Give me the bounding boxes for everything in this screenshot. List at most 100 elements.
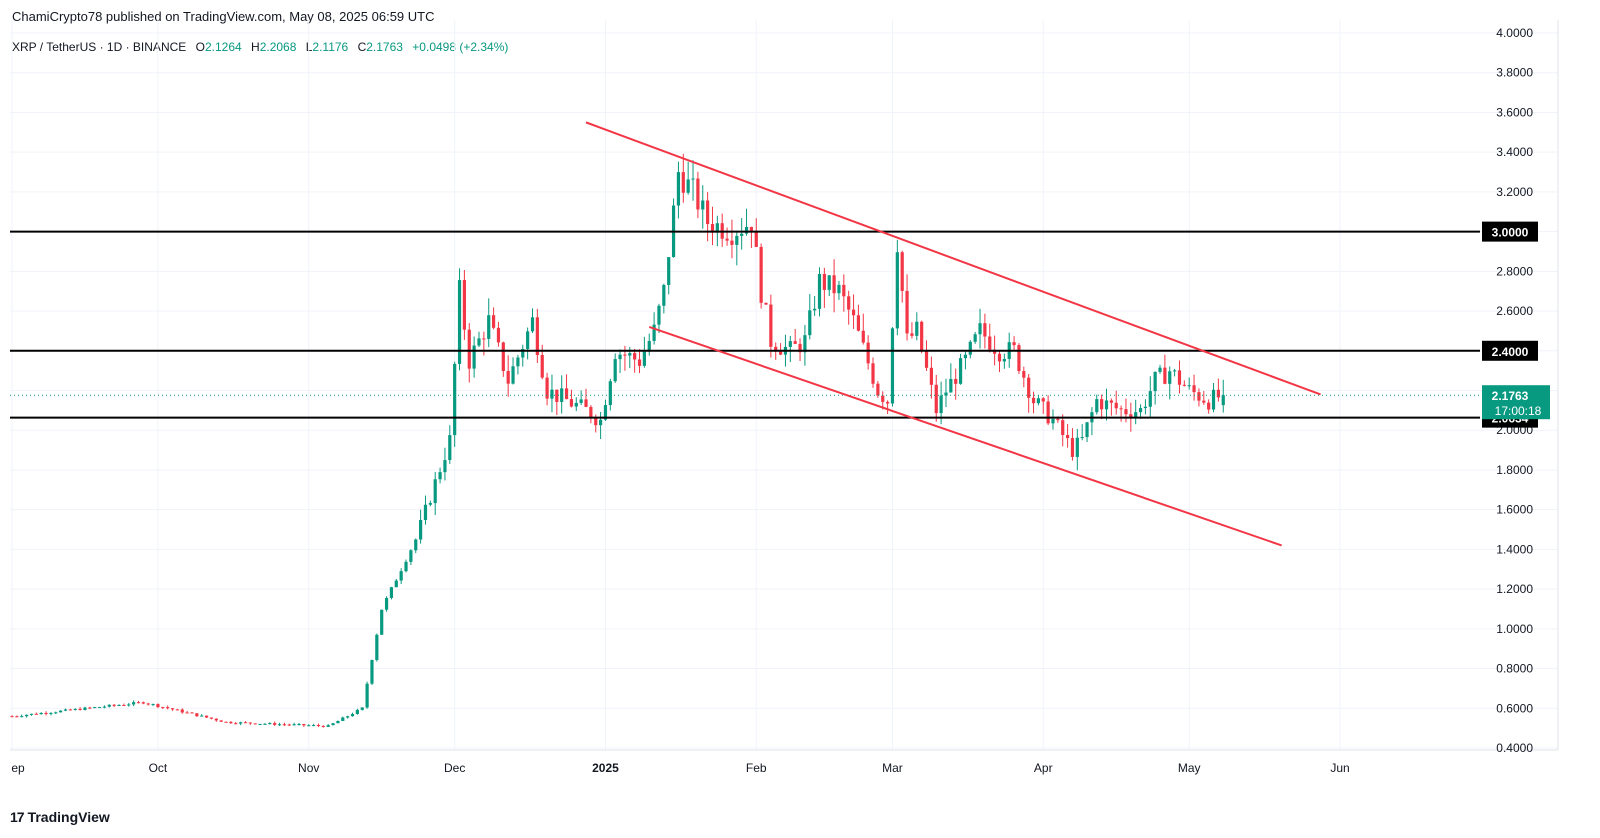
y-tick-label: 0.4000 <box>1496 741 1533 755</box>
candle-body <box>798 343 802 353</box>
candle-body <box>132 702 136 705</box>
candle-body <box>253 723 257 725</box>
x-tick-label: Apr <box>1034 761 1053 775</box>
candle-body <box>341 717 345 721</box>
candle-body <box>934 384 938 414</box>
level-tag-text: 2.4000 <box>1492 345 1529 359</box>
candle-body <box>1031 397 1036 404</box>
candle-body <box>102 706 107 708</box>
candle-body <box>521 348 525 358</box>
candle-body <box>628 353 632 356</box>
candle-body <box>793 341 797 344</box>
candle-body <box>817 273 822 309</box>
grid <box>10 20 1558 750</box>
publisher-credit: ChamiCrypto78 published on TradingView.c… <box>12 9 435 24</box>
candle-body <box>462 280 466 330</box>
level-tag <box>1482 340 1538 361</box>
x-tick-label: 2025 <box>592 761 619 775</box>
candle-body <box>1036 398 1041 404</box>
candle-body <box>560 388 564 402</box>
candle-body <box>642 351 646 366</box>
candle-body <box>506 370 510 384</box>
candle-body <box>647 340 651 352</box>
candle-body <box>623 354 627 356</box>
candle-body <box>511 366 515 384</box>
candle-body <box>457 280 462 364</box>
candle-body <box>715 223 719 233</box>
open-value: 2.1264 <box>204 40 242 54</box>
candle-body <box>248 722 252 724</box>
candle-body <box>735 235 739 245</box>
candle-body <box>954 378 958 384</box>
candle-body <box>491 315 496 328</box>
current-price-value: 2.1763 <box>1492 389 1529 403</box>
candle-body <box>662 284 666 306</box>
candle-body <box>355 709 359 714</box>
candle-body <box>365 683 369 708</box>
candle-body <box>895 252 899 329</box>
candle-body <box>1187 385 1191 387</box>
candle-body <box>890 328 895 404</box>
close-value: 2.1763 <box>366 40 403 54</box>
candle-body <box>686 179 690 193</box>
y-tick-label: 3.4000 <box>1496 145 1533 159</box>
y-tick-label: 1.2000 <box>1496 582 1533 596</box>
candle-body <box>842 284 846 297</box>
candle-body <box>1002 358 1006 362</box>
high-label: H <box>251 40 260 54</box>
candle-body <box>229 721 233 724</box>
candle-body <box>1177 370 1182 385</box>
candle-body <box>905 290 909 334</box>
candle-body <box>404 561 408 572</box>
candle-body <box>1017 345 1021 372</box>
candle-body <box>195 713 199 717</box>
candle-body <box>268 723 272 725</box>
candle-body <box>389 587 394 598</box>
candle-body <box>774 346 778 352</box>
candle-body <box>1221 395 1225 406</box>
x-tick-label: May <box>1178 761 1201 775</box>
candle-body <box>282 724 287 726</box>
candle-body <box>1192 385 1196 393</box>
candle-body <box>375 634 379 661</box>
time-axis[interactable]: ep Oct Nov Dec 2025 Feb Mar Apr May Jun <box>11 761 1349 775</box>
candle-body <box>1202 400 1206 403</box>
candle-body <box>764 302 768 305</box>
candle-body <box>287 724 291 726</box>
y-tick-label: 2.8000 <box>1496 264 1533 278</box>
x-tick-label: Mar <box>882 761 903 775</box>
candle-body <box>1027 377 1031 398</box>
symbol-label[interactable]: XRP / TetherUS · 1D · BINANCE <box>12 40 187 54</box>
bar-countdown: 17:00:18 <box>1495 404 1542 418</box>
footer-brand[interactable]: 17 TradingView <box>10 809 110 825</box>
candle-body <box>1168 371 1172 384</box>
candle-body <box>54 712 58 714</box>
candle-body <box>117 705 121 707</box>
candle-body <box>273 723 277 725</box>
candle-body <box>467 329 471 369</box>
candle-body <box>599 419 603 426</box>
candle-body <box>34 713 38 715</box>
candle-body <box>706 200 710 225</box>
candle-body <box>161 707 165 709</box>
candle-body <box>754 231 758 247</box>
candle-body <box>579 399 583 403</box>
candle-body <box>302 724 306 726</box>
current-price-tag <box>1482 385 1550 420</box>
candle-body <box>1148 391 1152 407</box>
candle-body <box>1070 438 1075 457</box>
ohlc-legend: XRP / TetherUS · 1D · BINANCE O2.1264 H2… <box>12 40 508 54</box>
candle-body <box>1124 409 1128 415</box>
candle-body <box>88 707 92 709</box>
candle-body <box>1216 389 1220 398</box>
candle-body <box>730 240 734 245</box>
candle-body <box>1153 371 1157 392</box>
candle-body <box>584 399 588 407</box>
candle-body <box>219 720 223 722</box>
candle-body <box>360 707 364 710</box>
candle-body <box>239 722 243 724</box>
candle-body <box>83 707 87 711</box>
candle-body <box>78 708 82 711</box>
candle-body <box>603 405 608 420</box>
